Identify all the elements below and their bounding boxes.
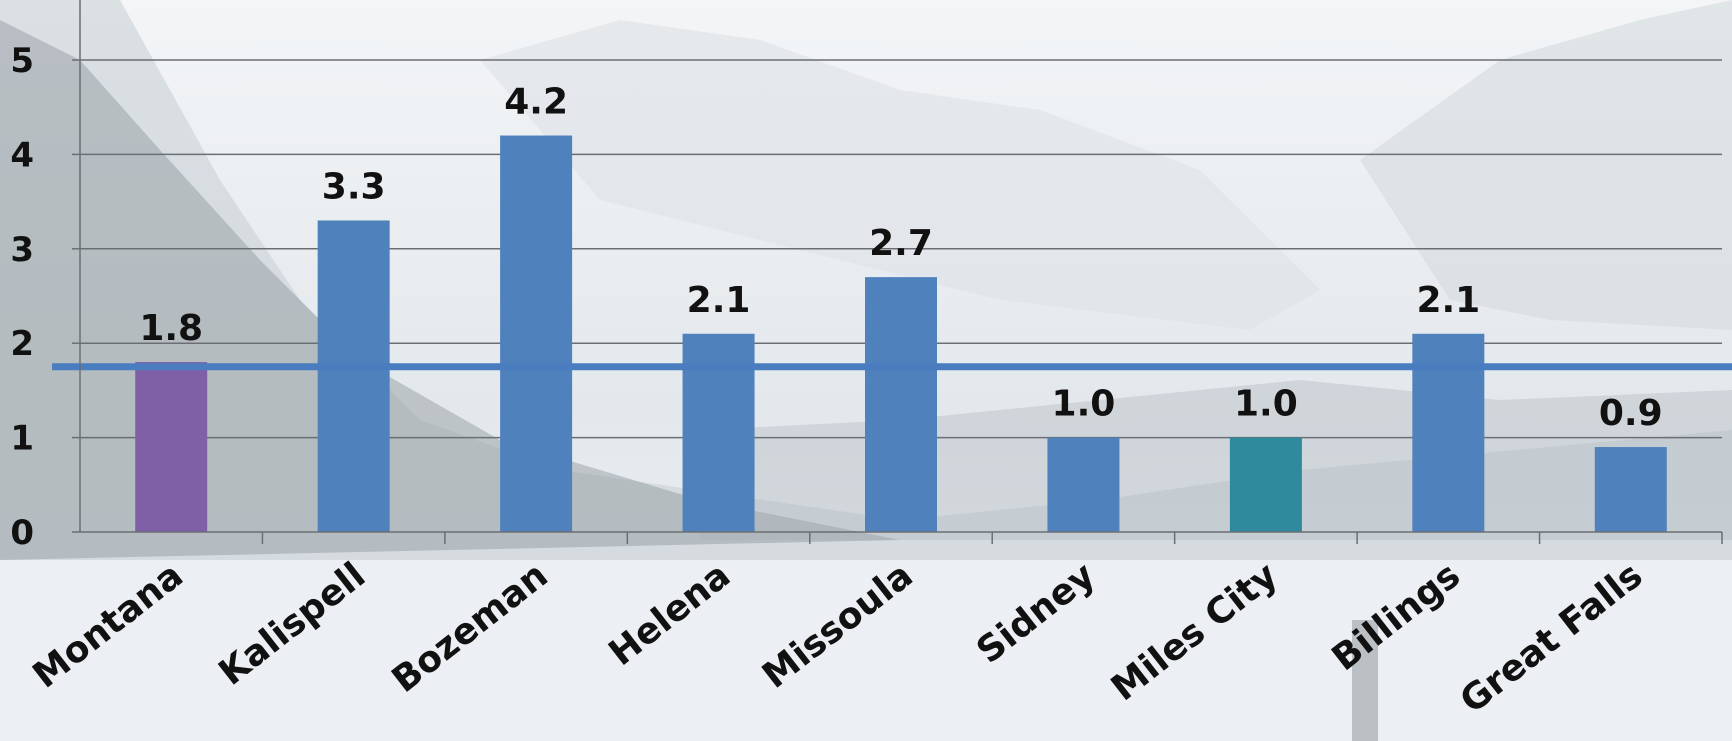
data-label: 2.1 [1416,280,1480,321]
data-label: 1.0 [1234,384,1298,425]
y-tick-label: 3 [10,230,34,270]
bar-montana [135,362,208,532]
axes [79,0,1723,544]
data-label: 2.1 [687,280,751,321]
y-tick-label: 2 [10,324,34,364]
bar-bozeman [500,135,573,532]
bar-miles-city [1229,437,1302,532]
y-tick-label: 4 [10,135,34,175]
data-label: 0.9 [1599,393,1663,434]
data-label: 4.2 [504,82,568,123]
y-axis-ticks: 0 1 2 3 4 5 [10,41,80,553]
data-label: 3.3 [322,166,386,207]
y-tick-label: 1 [10,419,34,459]
bar-missoula [865,277,937,532]
bar-great-falls [1594,447,1667,532]
bar-sidney [1047,437,1120,532]
y-tick-label: 0 [10,513,34,553]
data-labels: 1.8 3.3 4.2 2.1 2.7 1.0 1.0 2.1 0.9 [139,82,1662,435]
data-label: 1.8 [139,308,203,349]
bars-group [135,135,1667,533]
data-label: 1.0 [1052,384,1116,425]
bar-kalispell [317,220,390,533]
y-tick-label: 5 [10,41,34,81]
data-label: 2.7 [869,223,933,264]
